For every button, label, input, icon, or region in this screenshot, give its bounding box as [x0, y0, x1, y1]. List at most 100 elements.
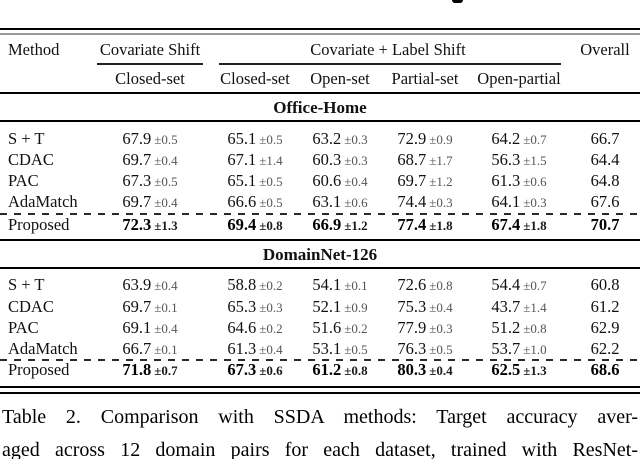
overall-value: 62.9: [590, 318, 620, 337]
accuracy-cell: 52.1 ±0.9: [285, 296, 395, 319]
accuracy-std: ±0.8: [429, 278, 453, 293]
accuracy-std: ±0.1: [154, 299, 178, 315]
subcolumn-open-partial: Open-partial: [477, 68, 561, 88]
method-name: PAC: [8, 170, 39, 190]
accuracy-value: 77.9: [397, 318, 427, 337]
accuracy-value: 66.7: [122, 338, 152, 358]
accuracy-cell: 65.1 ±0.5: [200, 128, 310, 151]
accuracy-cell: 63.2 ±0.3: [285, 128, 395, 151]
accuracy-std: ±0.6: [344, 194, 368, 210]
accuracy-value: 80.3: [397, 360, 427, 379]
accuracy-cell: 67.1 ±1.4: [200, 149, 310, 172]
table-row: CDAC 69.7 ±0.4 67.1 ±1.4 60.3 ±0.3 68.7 ±1.7 56.3…: [0, 149, 640, 171]
accuracy-std: ±0.2: [259, 278, 283, 293]
accuracy-cell: 75.3 ±0.4: [370, 296, 480, 319]
accuracy-std: ±0.3: [344, 153, 368, 168]
accuracy-std: ±1.8: [523, 218, 547, 233]
method-name: CDAC: [8, 296, 54, 316]
section-divider-rule: [0, 238, 640, 241]
header-bottom-rule: [0, 91, 640, 94]
accuracy-value: 61.2: [312, 360, 342, 379]
accuracy-cell: 65.3 ±0.3: [200, 296, 310, 319]
overall-value: 70.7: [590, 215, 620, 234]
accuracy-std: ±1.3: [523, 363, 547, 378]
table-row: CDAC 69.7 ±0.1 65.3 ±0.3 52.1 ±0.9 75.3 ±0.4 43.7…: [0, 296, 640, 318]
column-header-overall: Overall: [580, 40, 630, 59]
accuracy-std: ±1.3: [154, 218, 178, 233]
method-name: CDAC: [8, 150, 54, 169]
accuracy-cell: 63.1 ±0.6: [285, 191, 395, 214]
accuracy-std: ±0.1: [344, 278, 368, 293]
accuracy-value: 51.6: [312, 318, 342, 337]
accuracy-value: 56.3: [491, 150, 521, 169]
accuracy-cell: 60.6 ±0.4: [285, 170, 395, 193]
accuracy-value: 51.2: [491, 318, 521, 337]
accuracy-std: ±0.4: [154, 321, 178, 336]
table-row: Proposed 71.8 ±0.7 67.3 ±0.6 61.2 ±0.8 80.3 ±0.4…: [0, 359, 640, 381]
table-row: Proposed 72.3 ±1.3 69.4 ±0.8 66.9 ±1.2 77.4 ±1.8…: [0, 214, 640, 236]
accuracy-value: 68.7: [397, 150, 427, 169]
accuracy-std: ±0.7: [523, 278, 547, 293]
accuracy-cell: 67.4 ±1.8: [464, 214, 574, 237]
subcolumn-open-set: Open-set: [310, 68, 370, 88]
overall-value: 64.8: [590, 170, 620, 190]
method-name: S + T: [8, 128, 45, 148]
accuracy-cell: 68.7 ±1.7: [370, 149, 480, 172]
accuracy-std: ±0.5: [344, 341, 368, 357]
accuracy-value: 69.7: [122, 150, 152, 169]
accuracy-cell: 64.1 ±0.3: [464, 191, 574, 214]
table-caption-line-2: aged across 12 domain pairs for each dat…: [2, 439, 638, 459]
accuracy-std: ±0.4: [154, 194, 178, 210]
table-caption-line-1: Table 2. Comparison with SSDA methods: T…: [2, 406, 638, 428]
accuracy-value: 74.4: [397, 191, 427, 211]
table-top-rule: [0, 27, 640, 30]
accuracy-std: ±0.4: [154, 278, 178, 293]
accuracy-cell: 66.6 ±0.5: [200, 191, 310, 214]
accuracy-value: 69.7: [397, 170, 427, 190]
accuracy-value: 67.1: [227, 150, 257, 169]
subcolumn-closed-set-2: Closed-set: [220, 68, 290, 88]
accuracy-cell: 66.7 ±0.1: [95, 338, 205, 361]
accuracy-std: ±1.2: [344, 218, 368, 233]
cmidrule-covariate-label-shift: [219, 63, 561, 65]
accuracy-value: 62.5: [491, 360, 521, 379]
accuracy-cell: 69.4 ±0.8: [200, 214, 310, 237]
accuracy-cell: 56.3 ±1.5: [464, 149, 574, 172]
overall-value: 64.4: [590, 150, 620, 169]
accuracy-cell: 43.7 ±1.4: [464, 296, 574, 319]
accuracy-value: 64.2: [491, 128, 521, 148]
accuracy-std: ±0.6: [523, 173, 547, 189]
accuracy-value: 67.3: [122, 170, 152, 190]
accuracy-cell: 74.4 ±0.3: [370, 191, 480, 214]
accuracy-std: ±0.4: [154, 153, 178, 168]
accuracy-std: ±0.7: [523, 131, 547, 147]
accuracy-std: ±0.5: [259, 131, 283, 147]
method-name: AdaMatch: [8, 191, 78, 211]
domainnet-title-rule: [0, 266, 640, 269]
accuracy-std: ±0.1: [154, 341, 178, 357]
accuracy-cell: 63.9 ±0.4: [95, 274, 205, 297]
table-row: AdaMatch 66.7 ±0.1 61.3 ±0.4 53.1 ±0.5 76.3 ±0.5…: [0, 338, 640, 360]
accuracy-cell: 69.7 ±0.4: [95, 191, 205, 214]
accuracy-value: 61.3: [491, 170, 521, 190]
accuracy-cell: 51.2 ±0.8: [464, 317, 574, 340]
accuracy-value: 63.2: [312, 128, 342, 148]
accuracy-cell: 61.2 ±0.8: [285, 359, 395, 382]
accuracy-value: 72.3: [122, 215, 152, 234]
overall-value: 62.2: [590, 338, 620, 358]
accuracy-std: ±0.5: [429, 341, 453, 357]
accuracy-std: ±0.3: [429, 321, 453, 336]
accuracy-value: 69.1: [122, 318, 152, 337]
accuracy-value: 63.9: [122, 275, 152, 294]
accuracy-value: 77.4: [397, 215, 427, 234]
accuracy-cell: 67.9 ±0.5: [95, 128, 205, 151]
table-row: AdaMatch 69.7 ±0.4 66.6 ±0.5 63.1 ±0.6 74.4 ±0.3…: [0, 191, 640, 213]
accuracy-cell: 69.1 ±0.4: [95, 317, 205, 340]
domainnet-dashed-rule: [0, 359, 640, 361]
accuracy-cell: 77.9 ±0.3: [370, 317, 480, 340]
cropped-glyph-fragment: [452, 0, 463, 3]
accuracy-std: ±0.8: [523, 321, 547, 336]
accuracy-value: 65.1: [227, 170, 257, 190]
overall-value: 67.6: [590, 191, 620, 211]
